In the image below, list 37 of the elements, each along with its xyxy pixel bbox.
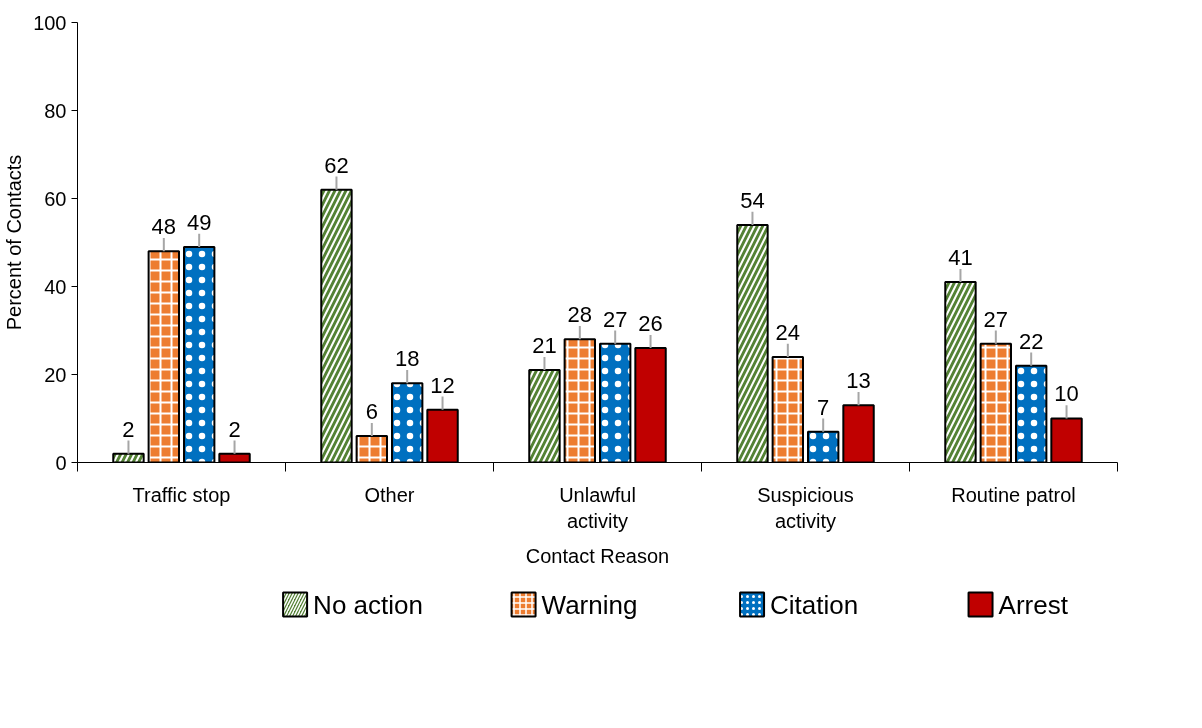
data-label: 2: [228, 416, 241, 442]
data-label: 2: [122, 416, 135, 442]
data-label: 10: [1054, 381, 1079, 407]
x-tick-label: Routine patrol: [951, 483, 1076, 506]
x-tick-label: Suspicious activity: [757, 483, 854, 532]
legend-label: Warning: [541, 589, 638, 620]
y-tick-label: 100: [33, 11, 67, 34]
x-axis-title: Contact Reason: [525, 544, 670, 567]
data-label: 54: [740, 187, 765, 213]
y-tick-label: 80: [44, 99, 67, 122]
legend-label: Arrest: [998, 589, 1069, 620]
data-label: 49: [186, 209, 212, 235]
data-label: 12: [430, 372, 455, 398]
data-label: 41: [948, 244, 973, 270]
data-label: 27: [602, 306, 628, 332]
data-label: 62: [324, 152, 349, 178]
legend-label: No action: [313, 589, 423, 620]
y-tick-label: 40: [44, 275, 67, 298]
data-label: 26: [638, 310, 663, 336]
data-label: 48: [151, 214, 177, 240]
data-label: 28: [567, 302, 593, 328]
y-axis-title: Percent of Contacts: [3, 154, 26, 331]
data-label: 18: [394, 346, 420, 372]
x-tick-label: Unlawful activity: [559, 483, 636, 532]
data-label: 22: [1018, 328, 1044, 354]
x-tick-label: Other: [364, 483, 415, 506]
data-label: 21: [532, 332, 557, 358]
legend-label: Citation: [770, 589, 859, 620]
data-label: 24: [775, 319, 801, 345]
data-label: 13: [846, 368, 871, 394]
x-tick-label: Traffic stop: [132, 483, 231, 506]
y-tick-label: 60: [44, 187, 67, 210]
data-label: 7: [817, 394, 830, 420]
data-label: 6: [365, 398, 378, 424]
data-label: 27: [983, 306, 1009, 332]
y-tick-label: 20: [44, 363, 67, 386]
y-tick-label: 0: [55, 451, 67, 474]
